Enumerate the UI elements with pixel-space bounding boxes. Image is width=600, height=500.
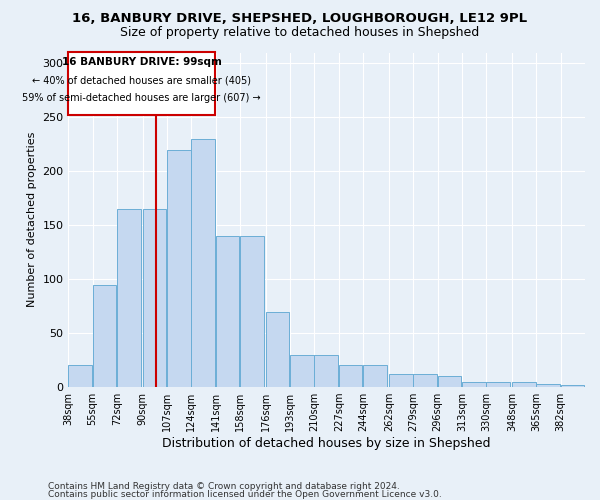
Bar [413, 374, 437, 387]
Text: 59% of semi-detached houses are larger (607) →: 59% of semi-detached houses are larger (… [22, 93, 261, 103]
Bar [167, 150, 191, 387]
Bar [266, 312, 289, 387]
Bar [143, 209, 166, 387]
Bar [68, 52, 215, 115]
Text: Contains HM Land Registry data © Crown copyright and database right 2024.: Contains HM Land Registry data © Crown c… [48, 482, 400, 491]
Bar [92, 284, 116, 387]
Bar [512, 382, 536, 387]
Text: 16 BANBURY DRIVE: 99sqm: 16 BANBURY DRIVE: 99sqm [62, 57, 221, 67]
Bar [216, 236, 239, 387]
Bar [68, 366, 92, 387]
X-axis label: Distribution of detached houses by size in Shepshed: Distribution of detached houses by size … [163, 437, 491, 450]
Y-axis label: Number of detached properties: Number of detached properties [27, 132, 37, 308]
Bar [314, 354, 338, 387]
Bar [117, 209, 140, 387]
Bar [191, 139, 215, 387]
Text: ← 40% of detached houses are smaller (405): ← 40% of detached houses are smaller (40… [32, 76, 251, 86]
Bar [363, 366, 387, 387]
Bar [560, 385, 584, 387]
Bar [486, 382, 510, 387]
Bar [290, 354, 314, 387]
Bar [462, 382, 485, 387]
Text: Size of property relative to detached houses in Shepshed: Size of property relative to detached ho… [121, 26, 479, 39]
Bar [389, 374, 413, 387]
Text: 16, BANBURY DRIVE, SHEPSHED, LOUGHBOROUGH, LE12 9PL: 16, BANBURY DRIVE, SHEPSHED, LOUGHBOROUG… [73, 12, 527, 26]
Bar [240, 236, 263, 387]
Bar [339, 366, 362, 387]
Bar [536, 384, 560, 387]
Text: Contains public sector information licensed under the Open Government Licence v3: Contains public sector information licen… [48, 490, 442, 499]
Bar [437, 376, 461, 387]
